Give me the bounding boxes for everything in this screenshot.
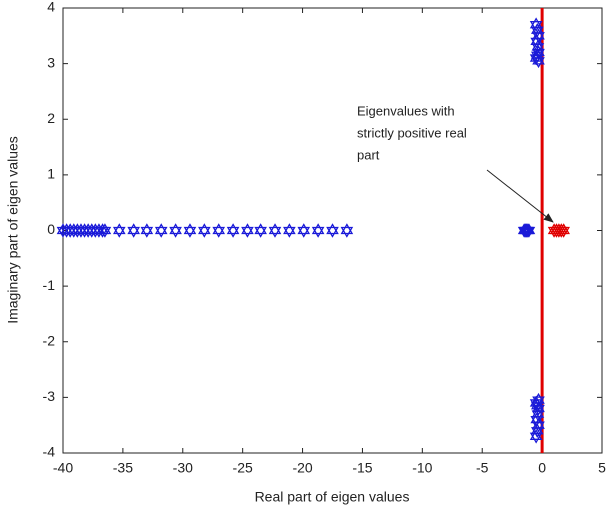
data-point [241, 223, 254, 238]
x-tick-label: 0 [538, 460, 546, 476]
x-tick-label: -10 [412, 460, 432, 476]
data-point [98, 223, 112, 238]
y-tick-label: 1 [47, 166, 55, 182]
y-tick-label: 2 [47, 110, 55, 126]
data-point [169, 223, 182, 238]
data-point [557, 223, 570, 238]
annotation-text: Eigenvalues with [357, 103, 455, 118]
x-tick-label: -25 [233, 460, 253, 476]
data-point [183, 223, 197, 238]
y-tick-label: -4 [43, 444, 56, 460]
x-tick-label: -20 [292, 460, 312, 476]
y-tick-label: -3 [43, 388, 56, 404]
data-point [529, 50, 543, 66]
x-tick-label: -35 [113, 460, 133, 476]
x-tick-label: -15 [352, 460, 372, 476]
annotation-text: part [357, 147, 380, 162]
y-tick-label: 3 [47, 54, 55, 70]
x-axis-label: Real part of eigen values [255, 489, 410, 505]
data-point [268, 223, 282, 238]
data-point [297, 223, 311, 238]
data-point [198, 223, 211, 238]
data-point [532, 53, 545, 69]
data-point [112, 223, 126, 238]
data-point [326, 223, 339, 238]
data-point [226, 223, 240, 238]
data-point [340, 223, 354, 238]
data-point [154, 223, 168, 238]
y-tick-label: 0 [47, 221, 55, 237]
data-point [140, 223, 154, 238]
x-tick-label: -5 [476, 460, 489, 476]
data-point [254, 223, 267, 238]
x-tick-label: -30 [173, 460, 193, 476]
data-point [212, 223, 226, 238]
x-tick-label: -40 [53, 460, 73, 476]
y-tick-label: 4 [47, 0, 55, 15]
annotation-arrow [486, 169, 554, 223]
y-tick-label: -2 [43, 332, 56, 348]
data-point [529, 395, 543, 411]
data-point [283, 223, 296, 238]
data-point [532, 392, 545, 408]
y-axis-label: Imaginary part of eigen values [5, 136, 21, 324]
y-tick-label: -1 [43, 277, 56, 293]
data-point [311, 223, 325, 238]
x-tick-label: 5 [598, 460, 606, 476]
data-point [522, 223, 536, 238]
annotation-text: strictly positive real [357, 125, 467, 140]
data-point [127, 223, 140, 238]
